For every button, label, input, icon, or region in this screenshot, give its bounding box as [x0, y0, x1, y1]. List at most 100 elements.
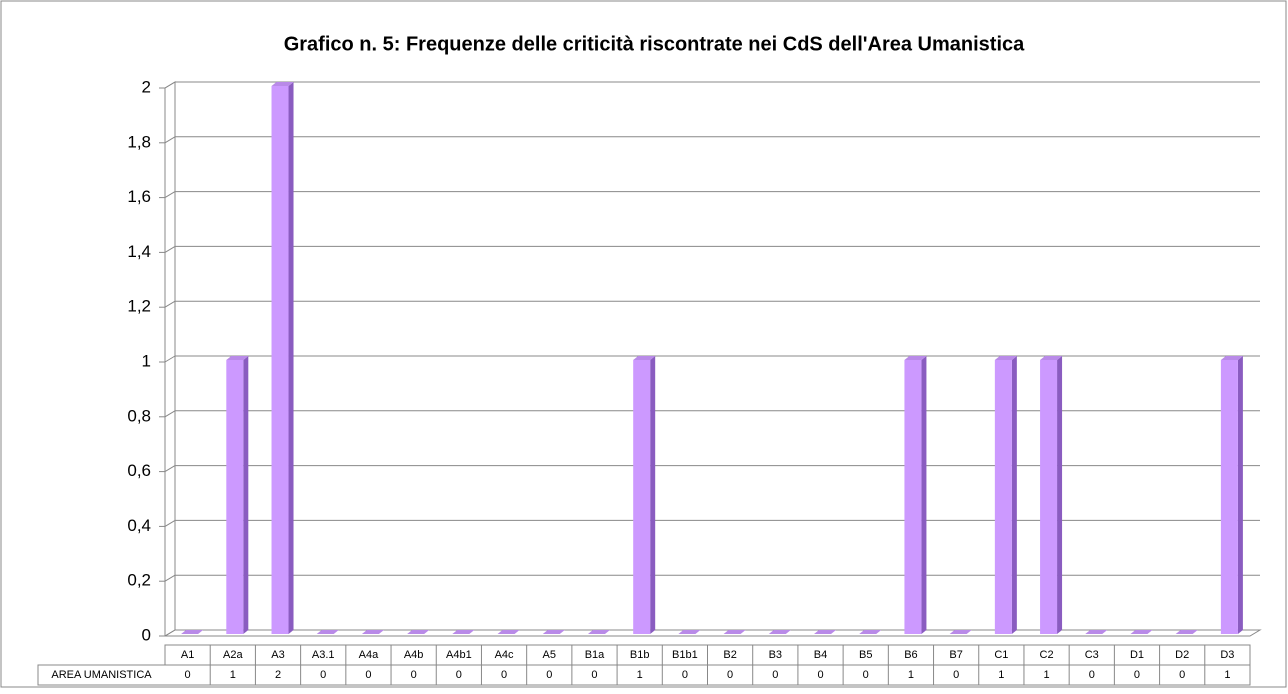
bar: [316, 630, 339, 634]
x-tick-label: B6: [904, 649, 917, 661]
x-tick-label: D2: [1175, 649, 1189, 661]
data-label: 0: [1089, 669, 1095, 681]
x-tick-label: B1b: [630, 649, 650, 661]
x-tick-label: A4c: [495, 649, 514, 661]
bar: [1130, 630, 1153, 634]
bar: [1085, 630, 1108, 634]
bar-side: [288, 82, 294, 634]
data-label: 0: [591, 669, 597, 681]
x-tick-label: A3.1: [312, 649, 335, 661]
bar-top: [1040, 356, 1063, 360]
data-label: 0: [411, 669, 417, 681]
data-label: 0: [546, 669, 552, 681]
bar-top: [587, 630, 610, 634]
legend-label: AREA UMANISTICA: [51, 669, 152, 681]
bar-side: [1237, 356, 1243, 634]
data-label: 0: [456, 669, 462, 681]
bar-top: [768, 630, 791, 634]
bar-top: [904, 356, 927, 360]
x-tick-label: D1: [1130, 649, 1144, 661]
x-tick-label: A4a: [359, 649, 379, 661]
bar: [1175, 630, 1198, 634]
y-tick-label: 0,4: [127, 516, 151, 535]
bar-side: [921, 356, 927, 634]
bar-top: [678, 630, 701, 634]
grid-line: [164, 136, 176, 144]
grid-line: [164, 629, 176, 637]
bar-top: [814, 630, 837, 634]
bar-top: [994, 356, 1017, 360]
data-label: 0: [817, 669, 823, 681]
x-tick-label: A1: [181, 649, 194, 661]
data-label: 1: [998, 669, 1004, 681]
grid-line: [164, 410, 176, 418]
y-tick-label: 0,8: [127, 406, 151, 425]
bar: [1220, 356, 1243, 634]
bar: [452, 630, 475, 634]
data-label: 0: [682, 669, 688, 681]
y-tick-label: 0,6: [127, 461, 151, 480]
bar: [497, 630, 520, 634]
bar: [723, 630, 746, 634]
y-tick-label: 2: [142, 77, 151, 96]
data-label: 0: [185, 669, 191, 681]
bar: [361, 630, 384, 634]
x-tick-label: B4: [814, 649, 827, 661]
bar: [814, 630, 837, 634]
bar: [226, 356, 249, 634]
bar: [181, 630, 204, 634]
bar: [271, 82, 294, 634]
bar-top: [1085, 630, 1108, 634]
bar-side: [1011, 356, 1017, 634]
bar-top: [723, 630, 746, 634]
bar-top: [1175, 630, 1198, 634]
grid-line: [164, 574, 176, 582]
grid-line: [164, 519, 176, 527]
x-tick-label: A4b1: [446, 649, 472, 661]
bar-top: [226, 356, 249, 360]
bar-top: [181, 630, 204, 634]
grid-line: [164, 191, 176, 199]
data-label: 1: [1044, 669, 1050, 681]
x-tick-label: A4b: [404, 649, 424, 661]
x-tick-label: B1b1: [672, 649, 698, 661]
bar-top: [497, 630, 520, 634]
bar-top: [361, 630, 384, 634]
bar-top: [633, 356, 656, 360]
x-tick-label: D3: [1220, 649, 1234, 661]
bar: [859, 630, 882, 634]
bar-top: [271, 82, 294, 86]
y-tick-label: 1,2: [127, 297, 151, 316]
data-label: 0: [953, 669, 959, 681]
bar: [633, 356, 656, 634]
grid-line: [164, 81, 176, 89]
bar: [587, 630, 610, 634]
x-tick-label: B1a: [585, 649, 605, 661]
data-label: 1: [1224, 669, 1230, 681]
y-tick-label: 0,2: [127, 571, 151, 590]
data-label: 1: [230, 669, 236, 681]
x-tick-label: C3: [1085, 649, 1099, 661]
data-label: 0: [365, 669, 371, 681]
x-tick-label: B7: [949, 649, 962, 661]
bar: [994, 356, 1017, 634]
data-label: 1: [637, 669, 643, 681]
grid-line: [164, 465, 176, 473]
x-tick-label: B3: [769, 649, 782, 661]
bar-top: [1130, 630, 1153, 634]
data-label: 0: [501, 669, 507, 681]
x-tick-label: A5: [543, 649, 556, 661]
data-label: 0: [1134, 669, 1140, 681]
data-label: 0: [1179, 669, 1185, 681]
bar: [1040, 356, 1063, 634]
bar: [768, 630, 791, 634]
bar-front: [633, 360, 651, 634]
bar-top: [1220, 356, 1243, 360]
bar-side: [243, 356, 249, 634]
y-tick-label: 1,4: [127, 242, 151, 261]
data-label: 0: [320, 669, 326, 681]
y-tick-label: 1,6: [127, 187, 151, 206]
data-label: 1: [908, 669, 914, 681]
data-label: 0: [863, 669, 869, 681]
data-label: 0: [772, 669, 778, 681]
